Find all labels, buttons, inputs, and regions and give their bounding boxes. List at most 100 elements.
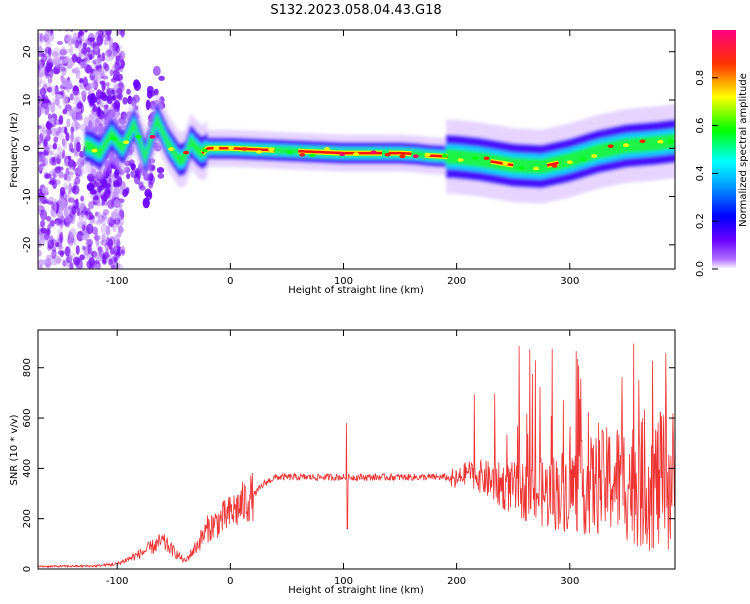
spectrogram-ridge-cell — [284, 146, 287, 155]
spectrogram-noise-blob — [54, 59, 62, 68]
spectrogram-ridge-cell — [524, 158, 527, 174]
spectrogram-ridge-cell — [585, 147, 588, 163]
spectrogram-noise-blob — [92, 104, 97, 113]
spectrogram-noise-blob — [111, 211, 119, 221]
spectrogram-scatter-blob — [145, 99, 151, 111]
spectrogram-noise-blob — [94, 46, 99, 57]
spectrogram-ridge-dot — [299, 152, 306, 157]
spectrogram-noise-blob — [39, 231, 45, 242]
spectrogram-ridge-cell — [98, 146, 101, 159]
spectrogram-ridge-dot — [657, 139, 664, 144]
snr-x-tick-label: 0 — [227, 576, 233, 587]
spectrogram-ridge-cell — [177, 152, 180, 164]
spectrogram-noise-blob — [65, 108, 72, 116]
spectrogram-ridge-cell — [187, 141, 191, 153]
spectrogram-ridge-cell — [411, 149, 415, 158]
spectrogram-noise-blob — [74, 119, 78, 131]
spectrogram-ridge-cell — [382, 149, 385, 157]
spectrogram-noise-blob — [47, 239, 55, 249]
spectrogram-noise-blob — [38, 99, 41, 104]
spectrogram-ridge-cell — [153, 120, 157, 133]
spectrogram-ridge-cell — [120, 139, 123, 152]
spectrogram-noise-blob — [119, 59, 126, 69]
spectrogram-ridge-cell — [538, 158, 541, 175]
spectrogram-ridge-cell — [644, 136, 647, 153]
spectrogram-ridge-cell — [612, 140, 616, 157]
spectrogram-noise-blob — [70, 132, 75, 143]
spectrogram-ridge-cell — [463, 150, 466, 166]
spectrogram-noise-blob — [82, 42, 88, 49]
spectrogram-ridge-cell — [519, 157, 522, 174]
spectrogram-noise-blob — [101, 199, 105, 206]
spectrogram-ridge-cell — [631, 137, 635, 154]
spectrogram-ridge-cell — [592, 145, 595, 161]
spectrogram-noise-blob — [93, 181, 100, 187]
spectrogram-noise-blob — [70, 126, 75, 134]
spectrogram-ridge-cell — [650, 135, 654, 152]
spectrogram-ridge-cell — [178, 154, 181, 166]
spectrogram-ridge-cell — [646, 136, 650, 152]
spectrogram-noise-blob — [51, 157, 56, 163]
spectrogram-noise-blob — [39, 153, 46, 165]
snr-frame — [37, 329, 676, 570]
spectrogram-noise-blob — [45, 134, 51, 142]
spectrogram-scatter-blob — [98, 184, 105, 191]
spectrogram-noise-blob — [113, 48, 118, 57]
spectrogram-noise-blob — [119, 50, 126, 60]
spectrogram-ridge-cell — [200, 146, 203, 158]
spectrogram-noise-blob — [38, 103, 43, 110]
spectrogram-ridge-cell — [383, 149, 386, 157]
spectrogram-ridge-cell — [101, 144, 104, 157]
spectrogram-ridge-cell — [455, 149, 458, 165]
spectrogram-ridge-cell — [512, 157, 515, 173]
spectrogram-noise-blob — [114, 60, 120, 71]
spectrogram-ridge-cell — [634, 137, 637, 153]
spectrogram-ridge-cell — [90, 141, 93, 153]
spectrogram-noise-blob — [108, 258, 113, 266]
spectrogram-scatter-blob — [105, 183, 111, 195]
spectrogram-noise-blob — [65, 132, 70, 142]
spectrogram-noise-blob — [95, 220, 103, 225]
spectrogram-noise-blob — [40, 199, 49, 205]
spectrogram-noise-blob — [61, 149, 66, 159]
spectrogram-noise-blob — [78, 230, 87, 236]
spectrogram-noise-blob — [116, 75, 121, 82]
spectrogram-noise-blob — [68, 197, 75, 203]
spectrogram-frame — [37, 29, 676, 270]
spectrogram-ridge-dot — [457, 158, 464, 162]
spectrogram-scatter-blob — [111, 95, 116, 101]
spectrogram-scatter-blob — [130, 169, 139, 179]
spectrogram-noise-blob — [52, 142, 58, 150]
spectrogram-ridge-cell — [477, 151, 480, 167]
spectrogram-ridge-cell — [413, 150, 416, 158]
spectrogram-ridge-cell — [603, 142, 606, 159]
spectrogram-ridge-cell — [578, 149, 582, 166]
spectrogram-noise-blob — [83, 213, 90, 220]
spectrogram-ridge-dot — [286, 150, 293, 154]
spectrogram-noise-blob — [38, 109, 41, 116]
spectrogram-noise-blob — [38, 125, 42, 130]
spectrogram-ridge-cell — [462, 149, 465, 166]
snr-panel: -100 0 100 200 300 0 200 400 600 800 Height of s… — [9, 329, 676, 596]
spectrogram-noise-blob — [45, 132, 50, 137]
spectrogram-noise-blob — [65, 217, 72, 223]
spectrogram-ridge-cell — [600, 143, 603, 159]
spectrogram-noise-blob — [58, 170, 64, 179]
spectrogram-ridge-dot — [483, 156, 490, 161]
spectrogram-ridge-dot — [370, 150, 377, 155]
spectrogram-ridge-cell — [619, 139, 622, 155]
spectrogram-noise-blob — [61, 66, 67, 76]
spectrogram-scatter-blob — [106, 94, 113, 105]
spectrogram-noise-blob — [107, 47, 114, 58]
spectrogram-noise-blob — [44, 46, 52, 54]
spectrogram-ridge-cell — [573, 151, 576, 167]
spectrogram-noise-blob — [83, 48, 88, 57]
spectrogram-ridge-dot — [241, 147, 248, 151]
spectrogram-ridge-cell — [295, 147, 298, 155]
spectrogram-noise-blob — [38, 83, 42, 88]
spectrogram-noise-blob — [79, 34, 85, 42]
spectrogram-noise-blob — [78, 79, 84, 84]
spectrogram-ridge-cell — [414, 150, 417, 158]
spectrogram-ridge-cell — [614, 140, 617, 156]
spectrogram-ridge-cell — [520, 157, 523, 174]
